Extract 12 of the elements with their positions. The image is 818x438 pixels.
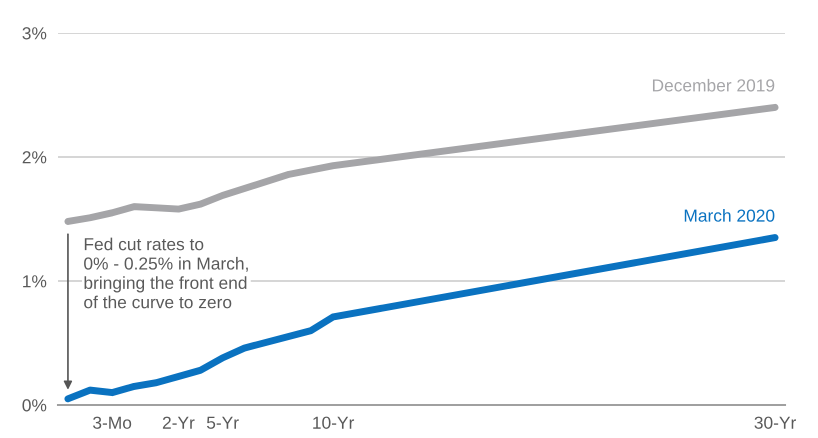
x-tick-label: 2-Yr xyxy=(162,416,195,429)
x-tick-label: 10-Yr xyxy=(313,416,354,429)
y-tick-label: 1% xyxy=(23,275,46,288)
y-tick-label: 2% xyxy=(22,151,46,164)
x-tick-label: 3-Mo xyxy=(93,416,132,429)
series-label: December 2019 xyxy=(652,78,774,92)
x-tick-label: 30-Yr xyxy=(754,416,796,429)
y-tick-label: 3% xyxy=(22,27,46,40)
series-label: March 2020 xyxy=(684,209,774,222)
annotation: Fed cut rates to 0% - 0.25% in March, bringing the front end of the curve to zero xyxy=(84,238,248,308)
y-tick-label: 0% xyxy=(22,399,46,412)
x-tick-label: 5-Yr xyxy=(206,416,239,429)
